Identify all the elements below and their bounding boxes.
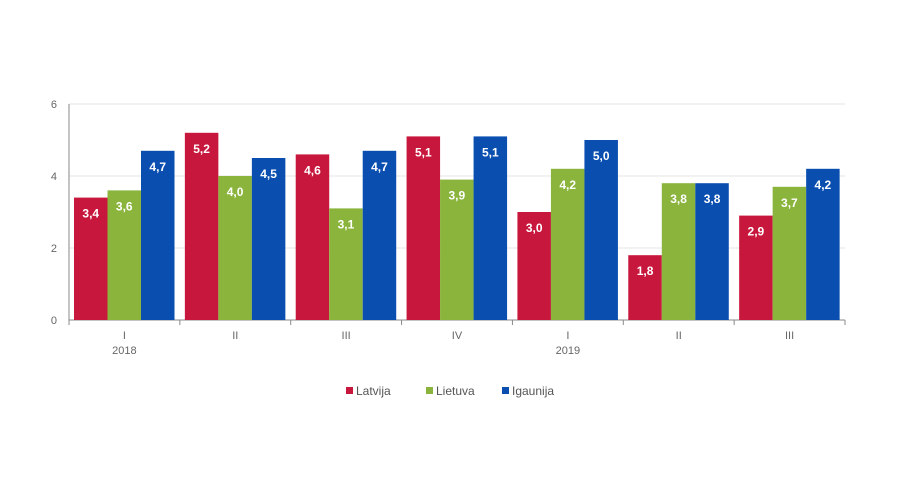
data-label: 3,0 [526,221,543,235]
data-label: 2,9 [748,225,765,239]
y-tick-label: 0 [51,315,57,327]
bar-latvija [295,154,330,320]
data-label: 4,7 [149,160,166,174]
data-label: 4,2 [815,178,832,192]
bar-latvija [628,255,662,320]
legend-marker-latvija [346,387,353,394]
data-label: 5,1 [482,145,499,159]
bar-lietuva [440,179,474,320]
bar-igaunija [251,158,286,320]
x-tick-label: II [676,330,682,342]
bar-igaunija [695,183,729,320]
data-label: 5,0 [593,149,610,163]
bar-latvija [74,197,108,320]
bar-latvija [739,215,773,320]
data-label: 3,7 [781,196,798,210]
x-tick-label: I [566,330,569,342]
bar-igaunija [584,140,618,320]
x-tick-label: III [785,330,794,342]
data-label: 4,6 [304,163,321,177]
bar-lietuva [772,186,807,320]
x-tick-label: III [342,330,351,342]
x-tick-label: II [232,330,238,342]
bar-latvija [406,136,441,320]
bar-lietuva [550,168,585,320]
data-label: 3,9 [448,189,465,203]
legend-label: Igaunija [512,384,554,398]
data-label: 5,2 [193,142,210,156]
data-label: 3,8 [670,192,687,206]
x-tick-label: IV [452,330,463,342]
legend-label: Lietuva [436,384,475,398]
y-tick-label: 2 [51,243,57,255]
bar-lietuva [661,183,696,320]
bar-latvija [517,212,551,320]
bar-lietuva [218,176,252,320]
year-label: 2019 [556,345,580,357]
bar-latvija [184,132,219,320]
bar-igaunija [473,136,508,320]
bar-igaunija [141,150,175,320]
data-label: 3,6 [116,199,133,213]
legend-label: Latvija [356,384,391,398]
data-label: 1,8 [637,264,654,278]
bar-lietuva [329,208,363,320]
legend-marker-lietuva [426,387,433,394]
data-label: 4,2 [559,178,576,192]
x-tick-label: I [123,330,126,342]
data-label: 5,1 [415,145,432,159]
data-label: 4,7 [371,160,388,174]
data-label: 4,5 [260,167,277,181]
bar-lietuva [107,190,141,320]
y-tick-label: 6 [51,99,57,111]
bar-igaunija [806,168,840,320]
data-label: 3,4 [82,207,99,221]
year-label: 2018 [112,345,136,357]
legend-marker-igaunija [502,387,509,394]
data-label: 3,8 [704,192,721,206]
data-label: 4,0 [227,185,244,199]
data-label: 3,1 [338,217,355,231]
y-tick-label: 4 [51,171,57,183]
bar-igaunija [362,150,397,320]
